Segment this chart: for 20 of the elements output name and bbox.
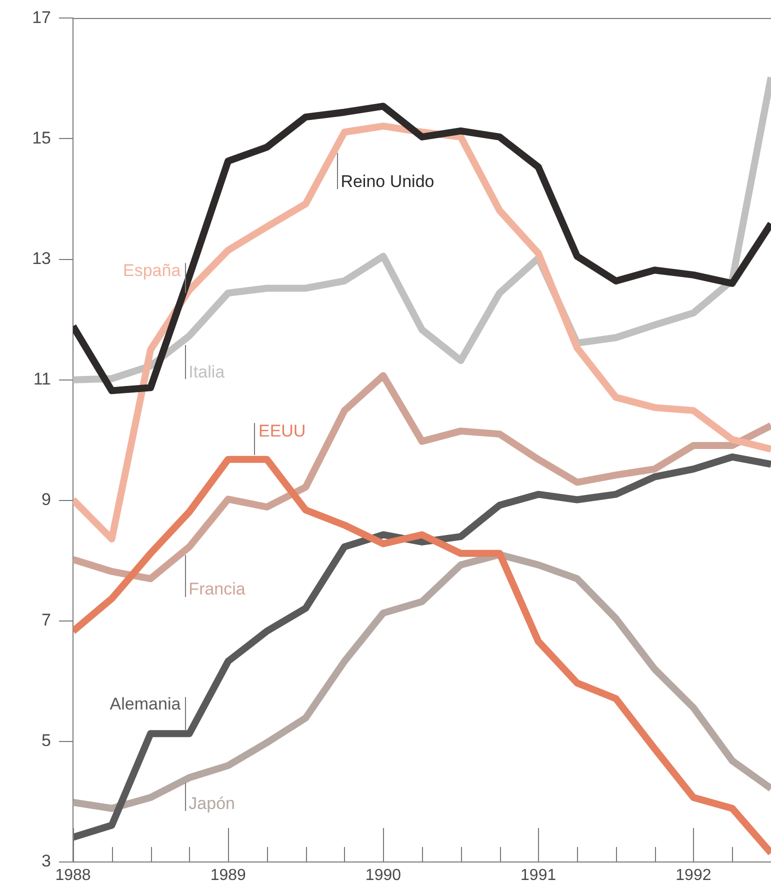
series-label: Francia: [188, 580, 246, 599]
series-label: EEUU: [258, 421, 306, 440]
x-tick-label: 1992: [676, 867, 712, 884]
x-tick-label: 1988: [55, 867, 91, 884]
series-label: Alemania: [110, 694, 182, 714]
y-tick-label: 7: [42, 610, 51, 630]
x-tick-label: 1991: [520, 867, 556, 884]
text: Reino Unido: [340, 172, 434, 192]
y-tick-label: 9: [42, 490, 51, 510]
x-tick-label: 1989: [210, 867, 246, 884]
y-tick-label: 5: [42, 731, 51, 750]
y-tick-label: 17: [32, 8, 51, 27]
y-tick-label: 3: [42, 852, 51, 871]
y-tick-label: 13: [32, 248, 51, 268]
series-label: Italia: [188, 362, 226, 382]
series-label: España: [123, 261, 182, 280]
x-tick-label: 1990: [365, 867, 402, 884]
series-label: Japón: [188, 794, 236, 814]
y-tick-label: 15: [32, 128, 51, 148]
y-tick-label: 11: [33, 370, 51, 389]
